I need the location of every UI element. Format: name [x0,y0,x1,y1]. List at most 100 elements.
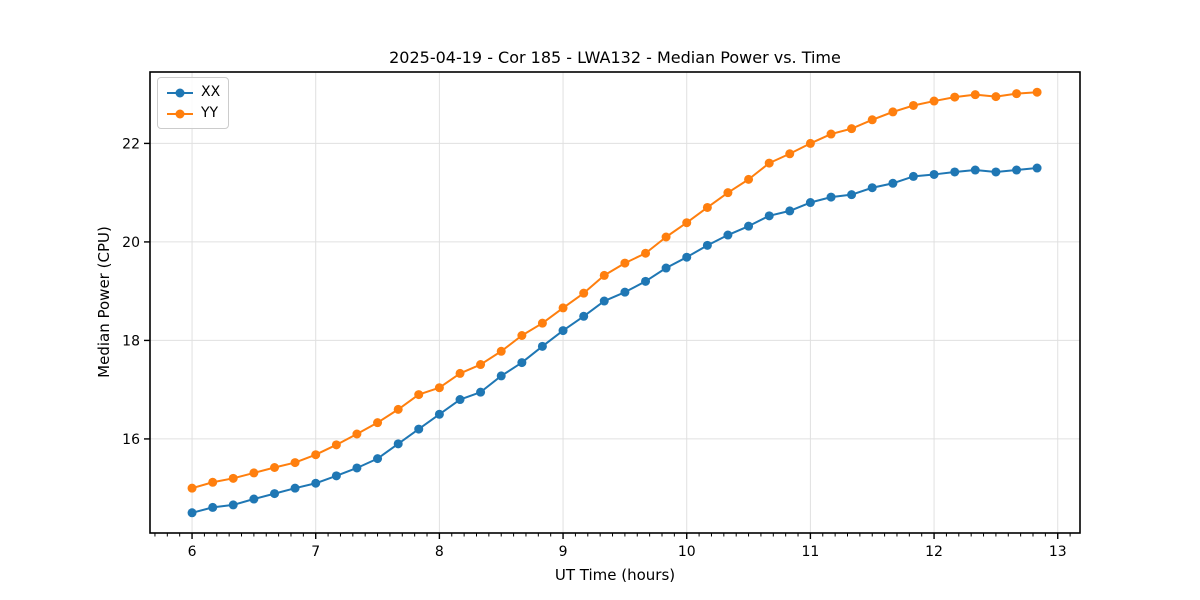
x-tick-label: 6 [188,544,197,560]
data-point-marker [290,483,300,493]
x-tick-label: 13 [1049,544,1067,560]
data-point-marker [641,248,651,258]
y-tick-label: 20 [122,235,140,251]
y-tick-label: 16 [122,432,140,448]
data-point-marker [661,263,671,273]
data-point-marker [723,188,733,198]
data-point-marker [537,318,547,328]
data-point-marker [208,477,218,487]
data-point-marker [455,368,465,378]
data-point-marker [764,211,774,221]
data-point-marker [476,387,486,397]
data-point-marker [826,129,836,139]
data-point-marker [558,303,568,313]
data-point-marker [270,462,280,472]
data-point-marker [496,371,506,381]
data-point-marker [702,240,712,250]
data-point-marker [228,500,238,510]
data-point-marker [805,198,815,208]
x-axis-label: UT Time (hours) [554,566,676,584]
data-point-marker [682,252,692,262]
data-point-marker [929,169,939,179]
legend-marker-icon [167,109,193,118]
data-point-marker [785,206,795,216]
data-point-marker [579,288,589,298]
data-point-marker [414,390,424,400]
y-tick-label: 22 [122,136,140,152]
data-point-marker [744,221,754,231]
x-tick-label: 10 [678,544,696,560]
data-point-marker [950,92,960,102]
plot-border [149,71,1081,534]
data-point-marker [249,494,259,504]
x-tick-label: 12 [925,544,943,560]
data-point-marker [1012,165,1022,175]
data-point-marker [847,190,857,200]
data-point-marker [908,171,918,181]
data-point-marker [517,358,527,368]
series-line-yy [191,91,1038,490]
y-tick-label: 18 [122,333,140,349]
data-point-marker [929,96,939,106]
data-point-marker [187,483,197,493]
data-point-marker [373,418,383,428]
data-point-marker [517,330,527,340]
data-point-marker [908,100,918,110]
data-point-marker [641,276,651,286]
data-point-marker [331,471,341,481]
data-point-marker [991,167,1001,177]
chart-title: 2025-04-19 - Cor 185 - LWA132 - Median P… [389,48,841,67]
data-point-marker [455,395,465,405]
data-point-marker [888,107,898,117]
data-point-marker [393,439,403,449]
legend: XX YY [157,77,230,129]
x-tick-label: 8 [435,544,444,560]
data-point-marker [1032,163,1042,173]
data-point-marker [208,502,218,512]
x-tick-label: 7 [311,544,320,560]
data-point-marker [270,489,280,499]
data-point-marker [476,360,486,370]
data-point-marker [331,440,341,450]
data-point-marker [393,404,403,414]
data-point-marker [537,341,547,351]
data-point-marker [620,258,630,268]
data-point-marker [867,115,877,125]
data-point-marker [434,409,444,419]
data-point-marker [867,183,877,193]
data-point-marker [373,454,383,464]
data-point-marker [311,450,321,460]
data-point-marker [888,178,898,188]
data-point-marker [1032,87,1042,97]
data-point-marker [187,508,197,518]
data-point-marker [785,149,795,159]
data-point-marker [950,167,960,177]
data-point-marker [744,174,754,184]
x-tick-label: 9 [559,544,568,560]
data-point-marker [558,326,568,336]
data-point-marker [1012,89,1022,99]
data-point-marker [723,230,733,240]
data-point-marker [249,468,259,478]
data-point-marker [579,311,589,321]
y-axis-label: Median Power (CPU) [95,226,113,378]
data-point-marker [826,192,836,202]
legend-item-yy: YY [166,104,220,123]
data-point-marker [352,429,362,439]
data-point-marker [702,202,712,212]
data-point-marker [970,90,980,100]
legend-marker-icon [167,88,193,97]
data-point-marker [290,458,300,468]
data-point-marker [352,463,362,473]
data-point-marker [620,287,630,297]
data-point-marker [434,383,444,393]
data-point-marker [311,478,321,488]
data-point-marker [414,424,424,434]
data-point-marker [599,270,609,280]
data-point-marker [228,473,238,483]
legend-item-xx: XX [166,83,220,102]
data-point-marker [661,232,671,242]
data-point-marker [805,138,815,148]
